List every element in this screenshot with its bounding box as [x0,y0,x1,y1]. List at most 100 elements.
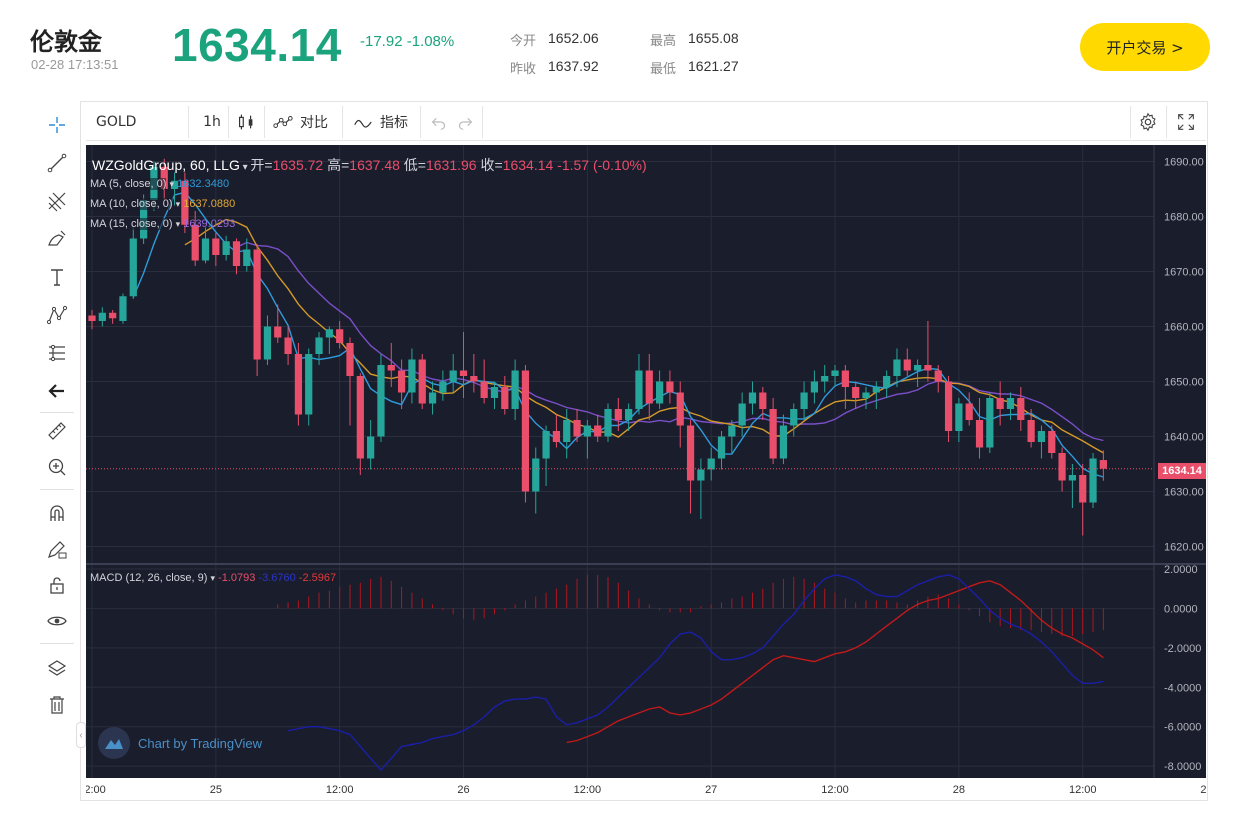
ma5-value: 1632.3480 [177,178,230,190]
candle-body [728,425,736,437]
y-tick-label: 1680.00 [1164,212,1204,224]
macd-legend[interactable]: MACD (12, 26, close, 9) ▾ -1.0793 -3.676… [90,572,337,584]
toolbar-divider [228,106,229,138]
candle-body [191,224,199,261]
candle-body [800,392,808,409]
candle-body [501,387,509,409]
candle-body [707,458,715,470]
macd-line [287,574,1104,772]
y-tick-label: 1670.00 [1164,267,1204,279]
candle-body [315,337,323,354]
candle-body [1089,458,1097,503]
candle-body [944,381,953,431]
text-tool[interactable] [36,261,78,293]
symbol-search[interactable]: GOLD [96,114,137,130]
magnet-icon [50,505,64,521]
candle-body [1048,431,1056,453]
bar-change: -1.57 (-0.10%) [557,157,647,173]
candle-body [1027,420,1035,442]
undo-icon [431,117,446,130]
tradingview-watermark[interactable]: Chart by TradingView [98,727,262,759]
candle-body [294,354,303,415]
lock-all-tool[interactable] [36,569,78,601]
visibility-tool[interactable] [36,605,78,637]
candle-body [635,370,643,409]
undo-button[interactable] [428,103,450,141]
pattern-tool[interactable] [36,299,78,331]
candle-body [934,370,942,382]
arrow-left-icon [48,384,64,398]
back-tool[interactable] [36,375,78,407]
text-icon [51,269,63,286]
candle-body [336,329,344,343]
indicators-button[interactable]: 指标 [352,103,416,141]
candle-body [831,370,839,376]
candle-body [614,409,622,420]
ma10-legend[interactable]: MA (10, close, 0) ▾ 1637.0880 [90,198,236,210]
candle-body [893,359,901,376]
zoom-tool[interactable] [36,451,78,483]
settings-button[interactable] [1136,103,1160,141]
prediction-tool[interactable] [36,337,78,369]
quote-header: 伦敦金 02-28 17:13:51 1634.14 -17.92 -1.08%… [0,0,1235,100]
series-title[interactable]: WZGoldGroup, 60, LLG [92,157,240,173]
magnet-tool[interactable] [36,497,78,529]
candle-body [480,381,488,398]
brush-icon [48,230,66,246]
layers-icon [47,660,67,676]
candle-body [377,365,385,437]
candle-body [583,425,591,437]
price-chart[interactable]: 1690.00 1680.00 1670.00 1660.00 1650.00 1640.… [86,145,1206,800]
chart-canvas[interactable]: 1690.00 1680.00 1670.00 1660.00 1650.00 1640.… [86,145,1206,800]
candle-body [490,387,499,398]
chart-type-button[interactable] [234,103,258,141]
indicators-label: 指标 [380,115,408,131]
macd-tick-label: -4.0000 [1164,682,1201,694]
x-tick-label: 26 [457,784,469,796]
delete-tool[interactable] [36,689,78,721]
collapse-toolbar-button[interactable]: ‹ [76,722,86,748]
object-tree-tool[interactable] [36,653,78,685]
toolbar-divider [482,106,483,138]
candle-body [98,312,106,321]
candle-body [975,420,984,448]
candle-body [1006,398,1015,409]
ruler-icon [48,422,66,440]
quote-time: 02-28 17:13:51 [31,57,119,72]
high-value: 1655.08 [688,30,739,46]
redo-button[interactable] [454,103,476,141]
fullscreen-button[interactable] [1174,103,1198,141]
lock-icon [50,577,64,594]
brush-tool[interactable] [36,223,78,255]
candle-body [852,387,860,398]
toolbar-divider [40,489,74,490]
low-label: 最低 [650,62,677,77]
crosshair-icon [49,117,65,133]
candle-body [1017,398,1025,420]
trend-line-tool[interactable] [36,147,78,179]
fib-tool[interactable] [36,185,78,217]
pattern-icon [46,305,68,325]
y-tick-label: 1660.00 [1164,322,1204,334]
candle-body [924,365,932,371]
candle-body [201,238,210,261]
y-tick-label: 1630.00 [1164,487,1204,499]
candle-body [263,326,272,360]
candle-body [913,365,922,371]
macd-tick-label: -6.0000 [1164,722,1201,734]
ma5-legend[interactable]: MA (5, close, 0) ▾ 1632.3480 [90,178,230,190]
ruler-tool[interactable] [36,415,78,447]
price-change: -17.92 -1.08% [360,33,455,50]
chart-top-toolbar: GOLD 1h 对比 指标 [86,103,1206,141]
macd-line-value: -3.6760 [258,572,296,584]
compare-button[interactable]: 对比 [272,103,336,141]
candle-body [439,381,447,393]
candle-body [697,469,705,481]
candle-body [397,370,406,393]
candle-body [542,431,550,459]
crosshair-tool[interactable] [36,109,78,141]
lock-drawing-tool[interactable] [36,533,78,565]
interval-button[interactable]: 1h [203,114,221,130]
ma15-legend[interactable]: MA (15, close, 0) ▾ 1639.0293 [90,218,236,230]
open-account-button[interactable]: 开户交易 > [1080,23,1210,71]
